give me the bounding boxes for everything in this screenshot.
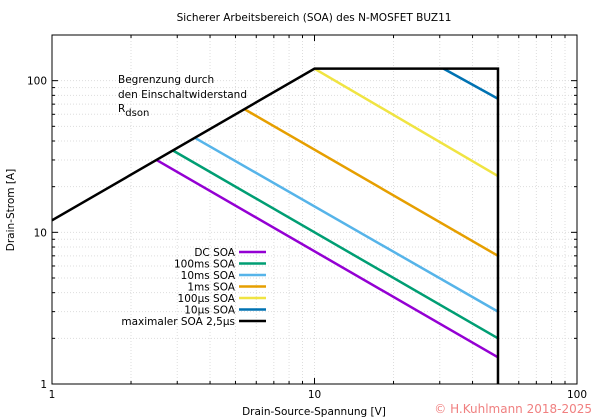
series-lines (51, 67, 500, 384)
y-tick-label: 10 (34, 227, 47, 239)
series-line-2 (194, 136, 499, 313)
legend-label: 10µs SOA (184, 305, 236, 317)
annotation-line-2: den Einschaltwiderstand (118, 89, 247, 101)
chart-title: Sicherer Arbeitsbereich (SOA) des N-MOSF… (177, 12, 452, 24)
x-axis-label: Drain-Source-Spannung [V] (242, 406, 386, 418)
legend-label: maximaler SOA 2,5µs (121, 316, 235, 328)
annotation-r-main: R (118, 103, 125, 115)
y-axis-label: Drain-Strom [A] (5, 169, 17, 251)
legend-label: DC SOA (194, 247, 235, 259)
x-tick-label: 10 (308, 389, 321, 401)
annotation: Begrenzung durch den Einschaltwiderstand… (118, 74, 247, 119)
y-tick-label: 100 (27, 76, 47, 88)
series-line-4 (313, 67, 499, 178)
legend-label: 100ms SOA (174, 259, 236, 271)
x-tick-label: 100 (567, 389, 587, 401)
axis-ticks: 1 10 100 1 10 100 (27, 34, 587, 401)
annotation-r: Rdson (118, 103, 149, 119)
watermark: © H.Kuhlmann 2018-2025 (434, 402, 592, 416)
x-tick-label: 1 (49, 389, 56, 401)
series-line-6 (51, 67, 500, 384)
series-line-5 (442, 67, 499, 100)
legend-label: 1ms SOA (187, 282, 235, 294)
plot-frame (51, 34, 578, 385)
series-line-0 (155, 158, 499, 359)
legend-label: 10ms SOA (181, 270, 236, 282)
legend-label: 100µs SOA (178, 293, 236, 305)
annotation-r-sub: dson (125, 108, 149, 119)
series-line-3 (243, 107, 499, 257)
annotation-line-1: Begrenzung durch (118, 74, 214, 86)
series-line-1 (172, 149, 499, 340)
y-tick-label: 1 (40, 379, 47, 391)
